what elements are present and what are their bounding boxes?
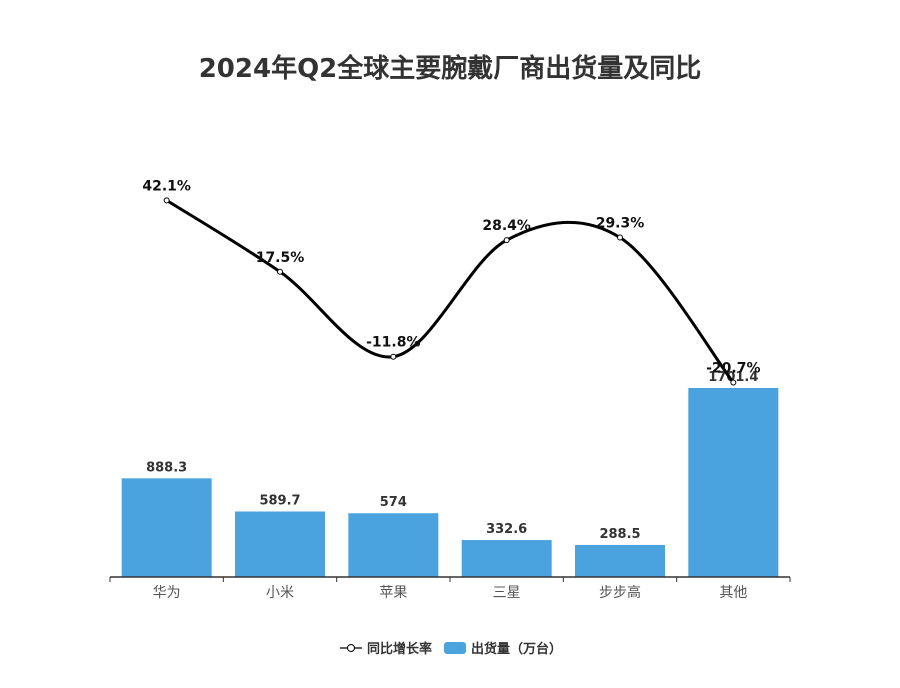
legend-bar-label: 出货量（万台） [471,641,562,657]
growth-value-label: 17.5% [256,250,305,266]
growth-point [617,234,623,241]
legend-line-label: 同比增长率 [367,641,432,657]
bar-0 [121,478,212,577]
growth-point [390,353,397,360]
growth-point [163,197,170,204]
growth-point [277,268,283,275]
growth-value-label: -11.8% [366,335,420,351]
bars-layer: 888.3 589.7 574 332.6 288.5 1701.4 [121,370,779,577]
bar-value-label: 574 [380,495,407,510]
legend: 同比增长率 出货量（万台） [340,641,562,657]
growth-line-layer: 42.1% 17.5% -11.8% 28.4% 29.3% -20.7% [142,178,761,386]
chart-title: 2024年Q2全球主要腕戴厂商出货量及同比 [198,54,702,84]
growth-value-label: -20.7% [706,361,760,377]
growth-value-label: 28.4% [482,218,531,234]
bar-value-label: 888.3 [146,460,187,475]
x-tick-label: 步步高 [599,584,641,601]
x-tick-label: 三星 [493,585,521,601]
legend-bar-symbol [444,642,466,654]
bar-value-label: 288.5 [599,527,640,542]
bar-value-label: 589.7 [259,493,300,508]
legend-line-marker [347,644,355,652]
growth-line [165,199,735,384]
growth-value-label: 29.3% [596,216,645,232]
x-tick-label: 小米 [266,585,294,601]
bar-1 [235,511,325,577]
bar-4 [575,544,665,577]
x-axis: 华为 小米 苹果 三星 步步高 其他 [109,576,791,601]
bar-value-label: 1701.4 [708,370,758,385]
bar-2 [348,513,439,577]
growth-point [730,379,737,386]
growth-point [503,237,510,244]
x-tick-label: 其他 [719,585,747,601]
x-tick-label: 苹果 [379,585,407,601]
x-tick-label: 华为 [153,585,181,601]
bar-5 [688,388,779,577]
growth-value-label: 42.1% [142,178,191,194]
bar-value-label: 332.6 [486,522,527,537]
bar-3 [461,540,552,577]
